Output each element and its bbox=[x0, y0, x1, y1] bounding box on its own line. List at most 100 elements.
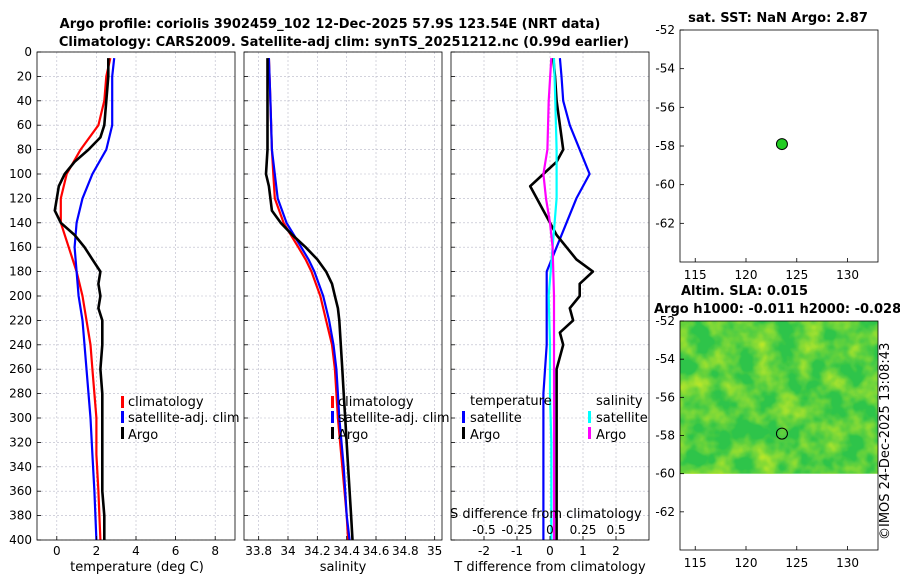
x-tick-label: 0 bbox=[546, 544, 554, 558]
map-x-tick-label: 125 bbox=[785, 556, 808, 570]
y-tick-label: 180 bbox=[9, 265, 32, 279]
y-tick-label: 0 bbox=[24, 45, 32, 59]
x-tick-label: 2 bbox=[93, 544, 101, 558]
sst-map-panel: sat. SST: NaN Argo: 2.87 -52 -54 -56 -58 -60… bbox=[655, 11, 879, 282]
s-difference-label: S difference from climatology bbox=[450, 507, 642, 522]
argo-position-marker bbox=[775, 427, 788, 440]
series-line-satellite-adj-clim bbox=[267, 58, 351, 540]
y-tick-label: 240 bbox=[9, 338, 32, 352]
s-tick-label: -0.5 bbox=[472, 523, 495, 537]
map-y-tick-label: -62 bbox=[655, 505, 675, 519]
argo-position-marker bbox=[775, 138, 788, 151]
sla-map-title: Altim. SLA: 0.015 bbox=[681, 284, 808, 299]
legend-label-t-satellite: satellite bbox=[470, 411, 522, 426]
salinity-xlabel: salinity bbox=[320, 560, 367, 575]
legend-swatch-t-argo bbox=[462, 427, 465, 439]
map-y-tick-label: -58 bbox=[655, 429, 675, 443]
y-tick-label: 220 bbox=[9, 313, 32, 327]
legend-swatch-satellite bbox=[331, 411, 334, 423]
map-x-tick-label: 115 bbox=[684, 268, 707, 282]
s-tick-label: -0.25 bbox=[501, 523, 532, 537]
map-y-tick-label: -54 bbox=[655, 352, 675, 366]
x-tick-label: 2 bbox=[612, 544, 620, 558]
sla-map-panel: Altim. SLA: 0.015 Argo h1000: -0.011 h20… bbox=[654, 284, 900, 570]
legend-label-s-argo: Argo bbox=[596, 428, 626, 443]
legend-label-satellite: satellite-adj. clim bbox=[128, 411, 240, 426]
difference-series bbox=[528, 57, 595, 540]
temperature-grid bbox=[37, 51, 235, 541]
legend-label-argo: Argo bbox=[338, 428, 368, 443]
x-tick-label: 34.8 bbox=[392, 544, 419, 558]
map-y-tick-label: -54 bbox=[655, 62, 675, 76]
y-tick-label: 320 bbox=[9, 435, 32, 449]
y-tick-label: 100 bbox=[9, 167, 32, 181]
legend-label-s-satellite: satellite bbox=[596, 411, 648, 426]
y-tick-label: 260 bbox=[9, 362, 32, 376]
salinity-legend: climatology satellite-adj. clim Argo bbox=[331, 395, 450, 443]
y-tick-label: 280 bbox=[9, 387, 32, 401]
y-tick-label: 120 bbox=[9, 191, 32, 205]
y-tick-label: 80 bbox=[17, 143, 32, 157]
series-line-salinity-argo bbox=[542, 58, 556, 540]
series-line-temperature-satellite bbox=[542, 58, 591, 540]
legend-heading-temperature: temperature bbox=[470, 394, 552, 409]
y-tick-label: 140 bbox=[9, 216, 32, 230]
y-tick-label: 20 bbox=[17, 69, 32, 83]
legend-label-argo: Argo bbox=[128, 428, 158, 443]
y-tick-label: 340 bbox=[9, 460, 32, 474]
sla-map-ticks: -52 -54 -56 -58 -60 -62 115 120 125 130 bbox=[655, 314, 859, 570]
x-tick-label: 0 bbox=[53, 544, 61, 558]
temperature-xlabel: temperature (deg C) bbox=[70, 560, 204, 575]
legend-heading-salinity: salinity bbox=[596, 394, 643, 409]
map-x-tick-label: 120 bbox=[735, 268, 758, 282]
x-tick-label: 4 bbox=[132, 544, 140, 558]
y-tick-label: 40 bbox=[17, 94, 32, 108]
salinity-ticks: 33.8 34 34.2 34.4 34.6 34.8 35 bbox=[244, 51, 442, 558]
legend-swatch-climatology bbox=[121, 396, 124, 408]
salinity-panel: 33.8 34 34.2 34.4 34.6 34.8 35 salinity climat… bbox=[243, 51, 450, 575]
map-y-tick-label: -58 bbox=[655, 139, 675, 153]
legend-swatch-argo bbox=[121, 427, 124, 439]
map-x-tick-label: 130 bbox=[836, 268, 859, 282]
map-y-tick-label: -56 bbox=[655, 390, 675, 404]
x-tick-label: 35 bbox=[427, 544, 442, 558]
map-x-tick-label: 120 bbox=[735, 556, 758, 570]
x-tick-label: 34.4 bbox=[333, 544, 360, 558]
x-tick-label: 34.2 bbox=[304, 544, 331, 558]
legend-swatch-satellite bbox=[121, 411, 124, 423]
map-y-tick-label: -52 bbox=[655, 314, 675, 328]
map-y-tick-label: -56 bbox=[655, 100, 675, 114]
temperature-legend: climatology satellite-adj. clim Argo bbox=[121, 395, 240, 443]
map-y-tick-label: -52 bbox=[655, 23, 675, 37]
sst-map-ticks: -52 -54 -56 -58 -60 -62 115 120 125 130 bbox=[655, 23, 859, 282]
y-tick-label: 160 bbox=[9, 240, 32, 254]
legend-swatch-climatology bbox=[331, 396, 334, 408]
x-tick-label: 8 bbox=[211, 544, 219, 558]
difference-legend: temperature salinity satellite Argo sate… bbox=[462, 394, 648, 443]
y-tick-label: 60 bbox=[17, 118, 32, 132]
legend-swatch-s-argo bbox=[588, 427, 591, 439]
sst-map-title: sat. SST: NaN Argo: 2.87 bbox=[688, 11, 868, 26]
map-x-tick-label: 125 bbox=[785, 268, 808, 282]
map-x-tick-label: 130 bbox=[836, 556, 859, 570]
map-y-tick-label: -60 bbox=[655, 467, 675, 481]
y-tick-label: 200 bbox=[9, 289, 32, 303]
imos-timestamp: ©IMOS 24-Dec-2025 13:08:43 bbox=[878, 343, 893, 540]
x-tick-label: 34 bbox=[280, 544, 295, 558]
x-tick-label: -1 bbox=[511, 544, 523, 558]
legend-swatch-t-satellite bbox=[462, 411, 465, 423]
sla-field-anomalies bbox=[680, 321, 878, 474]
x-tick-label: 34.6 bbox=[363, 544, 390, 558]
series-line-argo bbox=[264, 58, 354, 540]
map-x-tick-label: 115 bbox=[684, 556, 707, 570]
difference-grid bbox=[451, 51, 649, 541]
sst-map-markers bbox=[775, 138, 788, 151]
legend-swatch-s-satellite bbox=[588, 411, 591, 423]
series-line-temperature-argo bbox=[528, 57, 595, 540]
x-tick-label: -2 bbox=[478, 544, 490, 558]
chart-title: Argo profile: coriolis 3902459_102 12-De… bbox=[60, 17, 601, 32]
difference-ticks: -2 -1 0 1 2 bbox=[451, 51, 620, 558]
x-tick-label: 6 bbox=[172, 544, 180, 558]
sla-map-markers bbox=[775, 427, 788, 440]
